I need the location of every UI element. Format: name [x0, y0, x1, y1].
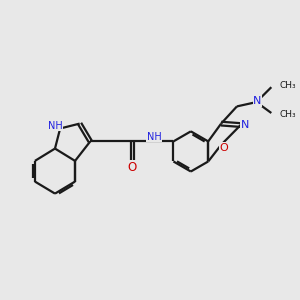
Text: N: N [253, 96, 262, 106]
Text: N: N [241, 120, 249, 130]
Text: NH: NH [147, 131, 161, 142]
Text: CH₃: CH₃ [279, 81, 296, 90]
Text: NH: NH [48, 121, 62, 130]
Text: CH₃: CH₃ [279, 110, 296, 119]
Text: O: O [128, 161, 137, 174]
Text: O: O [220, 143, 228, 153]
